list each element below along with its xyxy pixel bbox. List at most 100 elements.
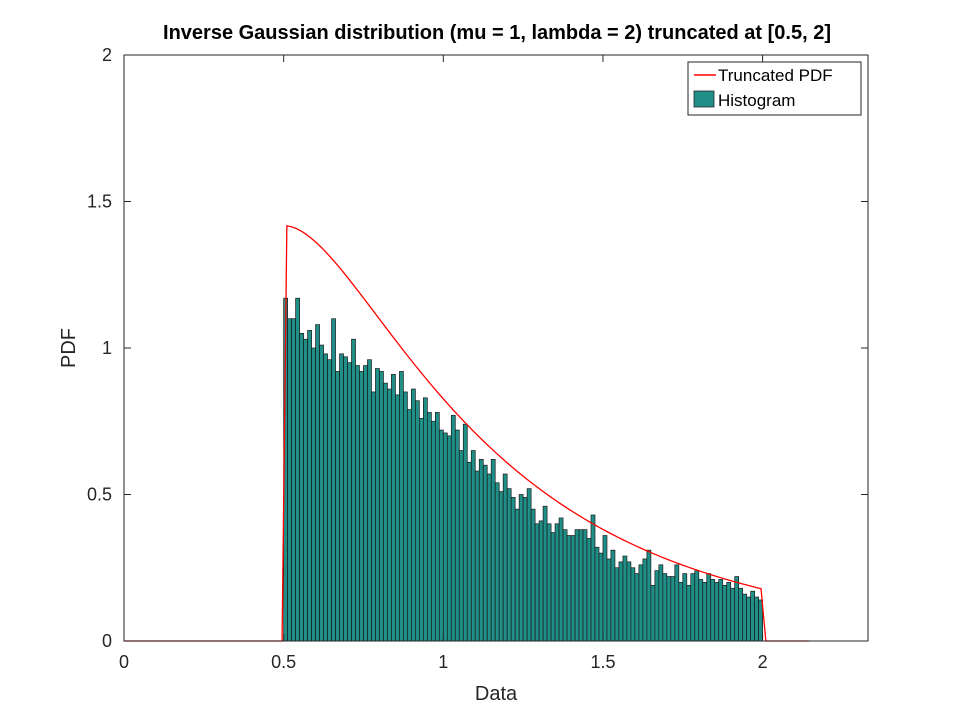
histogram-bar xyxy=(291,318,296,642)
histogram-bar xyxy=(403,391,408,642)
histogram-bar xyxy=(355,365,360,642)
histogram-bar xyxy=(734,576,740,642)
histogram-bar xyxy=(602,535,608,642)
histogram-bar xyxy=(714,582,720,642)
histogram-bar xyxy=(379,371,384,642)
histogram-bar xyxy=(510,497,516,642)
histogram-bar xyxy=(470,450,476,642)
histogram-bar xyxy=(371,391,376,642)
histogram-bar xyxy=(614,567,620,642)
histogram-bar xyxy=(427,412,432,642)
histogram-bar xyxy=(450,415,456,642)
x-tick-label: 0 xyxy=(119,652,129,672)
y-axis: 0 0.5 1 1.5 2 xyxy=(87,45,868,651)
histogram-bar xyxy=(331,318,336,642)
legend-pdf-label: Truncated PDF xyxy=(718,66,833,85)
histogram-bar xyxy=(554,523,560,642)
histogram-bar xyxy=(594,546,600,642)
legend: Truncated PDF Histogram xyxy=(687,61,862,116)
histogram-bar xyxy=(570,535,576,642)
histogram-bar xyxy=(702,582,708,642)
histogram-bar xyxy=(662,573,668,642)
histogram-bar xyxy=(506,488,512,642)
histogram-bar xyxy=(494,482,500,642)
histogram-bar xyxy=(634,573,640,642)
histogram-bar xyxy=(650,584,656,642)
histogram-bar xyxy=(622,555,628,642)
histogram-bar xyxy=(726,582,732,642)
histogram-bar xyxy=(742,593,748,642)
histogram-bar xyxy=(654,570,660,642)
histogram-bar xyxy=(606,558,612,642)
histogram-bar xyxy=(518,494,524,642)
chart-title: Inverse Gaussian distribution (mu = 1, l… xyxy=(163,22,831,44)
histogram-bar xyxy=(466,461,472,642)
histogram-bar xyxy=(590,514,596,642)
histogram-bar xyxy=(343,356,348,642)
histogram-bar xyxy=(438,429,444,642)
histogram-bar xyxy=(546,523,552,642)
histogram-bar xyxy=(710,579,716,642)
histogram-bar xyxy=(347,362,352,642)
histogram-bar xyxy=(339,353,344,642)
histogram-bar xyxy=(411,388,416,642)
histogram-bar xyxy=(335,371,340,642)
histogram-bar xyxy=(454,429,460,642)
histogram-bar xyxy=(638,564,644,642)
histogram-bar xyxy=(419,417,424,642)
y-axis-label: PDF xyxy=(58,328,80,368)
histogram-bar xyxy=(407,409,412,642)
histogram-bar xyxy=(478,458,484,642)
histogram-bar xyxy=(578,529,584,642)
histogram-bar xyxy=(698,579,704,642)
histogram-bar xyxy=(323,353,328,642)
histogram-bar xyxy=(750,590,755,642)
histogram-bar xyxy=(498,491,504,642)
histogram-bar xyxy=(359,371,364,642)
histogram-bar xyxy=(642,558,648,642)
histogram-bar xyxy=(399,371,404,642)
histogram-bar xyxy=(706,573,712,642)
histogram-bar xyxy=(730,587,736,642)
histogram-bar xyxy=(423,397,428,642)
histogram-bar xyxy=(690,573,696,642)
x-tick-label: 0.5 xyxy=(271,652,296,672)
histogram-bar xyxy=(327,359,332,642)
histogram-bar xyxy=(562,529,568,642)
histogram-bar xyxy=(694,570,700,642)
y-tick-label: 0 xyxy=(102,631,112,651)
histogram-bar xyxy=(754,596,759,642)
histogram-bar xyxy=(415,400,420,642)
y-tick-label: 2 xyxy=(102,45,112,65)
histogram-bar xyxy=(383,382,388,642)
histogram-bar xyxy=(307,330,312,642)
histogram-bar xyxy=(299,333,304,642)
histogram-bar xyxy=(530,508,536,642)
histogram-bar xyxy=(434,412,440,642)
histogram-bar xyxy=(526,488,532,642)
histogram-bar xyxy=(542,505,548,642)
histogram-bar xyxy=(686,584,692,642)
histogram-bar xyxy=(550,532,556,642)
histogram-bar xyxy=(387,388,392,642)
histogram-bar xyxy=(486,473,492,642)
histogram-bar xyxy=(395,394,400,642)
histogram-bar xyxy=(718,579,724,642)
histogram-bar xyxy=(474,470,480,642)
histogram-bar xyxy=(502,473,508,642)
histogram-bar xyxy=(618,561,624,642)
histogram-bar xyxy=(363,365,368,642)
x-tick-label: 1.5 xyxy=(590,652,615,672)
x-axis-label: Data xyxy=(475,683,518,705)
histogram-bar xyxy=(646,549,652,642)
histogram-bar xyxy=(367,359,372,642)
histogram-bar xyxy=(375,368,380,642)
histogram-bar xyxy=(351,338,356,642)
histogram-bar xyxy=(315,324,320,642)
y-tick-label: 1.5 xyxy=(87,192,112,212)
histogram-bar xyxy=(311,347,316,642)
histogram-bar xyxy=(319,344,324,642)
histogram-bar xyxy=(630,567,636,642)
y-tick-label: 0.5 xyxy=(87,485,112,505)
